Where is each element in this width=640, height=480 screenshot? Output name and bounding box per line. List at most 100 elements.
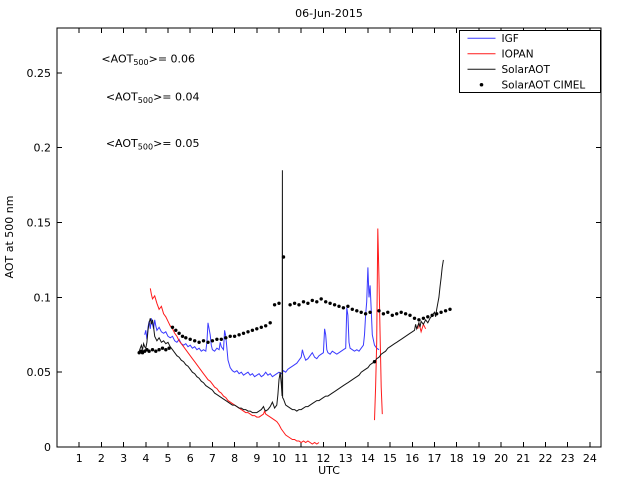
scatter-point: [399, 310, 403, 314]
y-tick-label: 0.25: [27, 67, 52, 80]
scatter-point: [395, 312, 399, 316]
y-tick-label: 0.2: [34, 142, 52, 155]
scatter-point: [250, 328, 255, 332]
scatter-point: [408, 313, 412, 317]
x-tick-label: 3: [120, 452, 127, 465]
scatter-point: [255, 327, 259, 331]
scatter-point: [167, 346, 171, 350]
x-tick-label: 8: [231, 452, 238, 465]
mean-aot-annotation: <AOT500>= 0.05: [106, 137, 200, 152]
x-tick-label: 14: [361, 452, 375, 465]
scatter-point: [439, 310, 443, 314]
y-tick-label: 0: [44, 441, 51, 454]
x-tick-label: 23: [561, 452, 575, 465]
x-tick-label: 11: [294, 452, 308, 465]
scatter-point: [164, 348, 168, 352]
scatter-point: [377, 309, 381, 313]
x-tick-label: 19: [472, 452, 486, 465]
x-tick-label: 24: [583, 452, 597, 465]
x-tick-label: 13: [339, 452, 353, 465]
x-tick-label: 15: [383, 452, 397, 465]
scatter-point: [417, 318, 421, 322]
scatter-point: [174, 328, 178, 332]
scatter-point: [390, 313, 394, 317]
scatter-point: [430, 313, 434, 317]
scatter-point: [359, 310, 363, 314]
scatter-point: [337, 304, 341, 308]
scatter-point: [206, 340, 210, 344]
scatter-point: [154, 349, 158, 353]
scatter-point: [259, 325, 263, 329]
legend-label-iopan: IOPAN: [502, 48, 534, 60]
scatter-point: [157, 348, 161, 352]
scatter-point: [147, 349, 151, 353]
scatter-point: [241, 331, 246, 335]
scatter-point: [319, 297, 323, 301]
scatter-point: [188, 337, 192, 341]
series-line: [374, 228, 383, 421]
series-igf: [144, 267, 380, 378]
scatter-point: [421, 316, 426, 320]
scatter-point: [403, 312, 408, 316]
scatter-point: [160, 346, 165, 350]
scatter-point: [224, 336, 228, 340]
scatter-point: [328, 301, 332, 305]
scatter-point: [184, 336, 188, 340]
plot-layer: 1 2 3 4 5 6 7 8 9 10 11 12 13 14 15 16 17 18 19 20 21 22 23 240…: [27, 27, 602, 465]
y-tick-label: 0.15: [27, 217, 52, 230]
legend: IGF IOPAN SolarAOT SolarAOT CIMEL: [459, 30, 601, 93]
scatter-point: [170, 325, 175, 329]
series-line: [138, 170, 444, 414]
x-tick-label: 22: [538, 452, 552, 465]
scatter-point: [386, 310, 390, 314]
series-solaraot: [138, 170, 444, 414]
x-tick-label: 6: [187, 452, 194, 465]
x-tick-label: 2: [98, 452, 105, 465]
scatter-point: [272, 303, 277, 307]
scatter-point: [297, 303, 301, 307]
legend-label-igf: IGF: [502, 33, 519, 45]
scatter-point: [232, 334, 237, 338]
scatter-point: [288, 303, 292, 307]
x-axis-label: UTC: [318, 464, 340, 477]
scatter-point: [448, 307, 452, 311]
x-tick-label: 12: [316, 452, 330, 465]
scatter-point: [412, 316, 417, 320]
scatter-point: [264, 324, 268, 328]
mean-aot-annotation: <AOT500>= 0.04: [106, 91, 200, 106]
x-tick-label: 17: [427, 452, 441, 465]
y-axis-ticks: 0 0.05 0.1 0.15 0.2 0.25: [27, 67, 601, 454]
scatter-point: [180, 334, 185, 338]
x-tick-label: 21: [516, 452, 530, 465]
scatter-point: [435, 312, 439, 316]
x-tick-label: 16: [405, 452, 419, 465]
series-solaraot-cimel: [137, 255, 452, 364]
scatter-point: [281, 255, 286, 259]
scatter-point: [246, 330, 250, 334]
mean-aot-annotation: <AOT500>= 0.06: [101, 52, 195, 67]
x-tick-label: 5: [165, 452, 172, 465]
scatter-point: [201, 339, 206, 343]
scatter-point: [210, 339, 215, 343]
scatter-point: [324, 300, 328, 304]
scatter-point: [228, 334, 232, 338]
x-tick-label: 7: [209, 452, 216, 465]
y-axis-label: AOT at 500 nm: [3, 196, 16, 279]
scatter-point: [426, 315, 430, 319]
scatter-point: [306, 301, 310, 305]
scatter-point: [372, 360, 377, 364]
scatter-point: [193, 339, 197, 343]
scatter-point: [277, 301, 281, 305]
scatter-point: [368, 310, 372, 314]
x-tick-label: 9: [253, 452, 260, 465]
scatter-point: [219, 337, 223, 341]
scatter-point: [381, 312, 386, 316]
x-tick-label: 10: [272, 452, 286, 465]
scatter-point: [315, 300, 319, 304]
scatter-point: [215, 337, 219, 341]
x-axis-ticks: 1 2 3 4 5 6 7 8 9 10 11 12 13 14 15 16 17 18 19 20 21 22 23 24: [76, 28, 597, 465]
scatter-point: [443, 309, 448, 313]
x-tick-label: 4: [142, 452, 149, 465]
